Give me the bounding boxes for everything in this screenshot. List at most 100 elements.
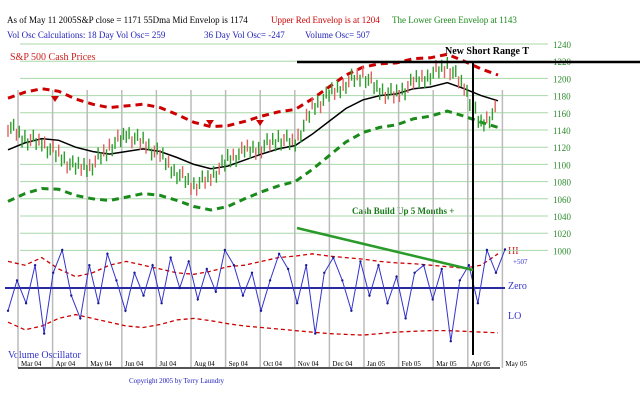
oscillator-point <box>160 302 163 305</box>
oscillator-point <box>476 302 480 305</box>
oscillator-point <box>503 248 507 251</box>
chart-title: S&P 500 Cash Prices <box>10 52 96 63</box>
summary-line: As of May 11 2005S&P close = 1171 55Dma … <box>7 15 248 25</box>
x-tick-label: Mar 04 <box>21 360 42 368</box>
oscillator-point <box>350 309 353 312</box>
y-tick-label: 1080 <box>553 178 572 188</box>
oscillator-point <box>88 264 91 267</box>
oscillator-point <box>413 271 416 274</box>
oscillator-title: Volume Oscillator <box>8 350 81 361</box>
x-tick-label: Dec 04 <box>332 360 353 368</box>
oscillator-point <box>431 298 434 301</box>
oscillator-point <box>42 332 46 335</box>
oscillator-point <box>341 279 344 282</box>
y-tick-label: 1020 <box>553 229 572 239</box>
oscillator-line <box>7 248 506 342</box>
oscillator-point <box>97 302 100 305</box>
y-tick-label: 1040 <box>553 212 572 222</box>
oscillator-point <box>79 317 82 320</box>
oscillator-point <box>386 302 389 305</box>
oscillator-point <box>51 271 55 274</box>
lo-band-line <box>7 313 499 336</box>
annotation-short-range: New Short Range T <box>445 46 529 57</box>
hi-label: HI <box>508 246 519 257</box>
x-tick-label: Nov 04 <box>298 360 319 368</box>
oscillator-point <box>286 267 290 271</box>
oscillator-point <box>305 264 308 267</box>
sell-marker-icon <box>206 120 214 126</box>
upper-envelope-text: Upper Red Envelop is at 1204 <box>271 15 380 25</box>
x-tick-label: Aug 04 <box>194 360 215 368</box>
oscillator-point <box>6 309 10 312</box>
oscillator-point <box>151 264 154 267</box>
oscillator-point <box>142 294 145 297</box>
vol-osc-36: 36 Day Vol Osc= -247 <box>204 30 285 40</box>
x-tick-label: May 05 <box>505 360 527 368</box>
x-tick-label: Mar 05 <box>436 360 457 368</box>
oscillator-point <box>422 264 425 267</box>
oscillator-point <box>277 252 281 255</box>
y-tick-label: 1240 <box>553 40 572 50</box>
oscillator-point <box>70 294 73 297</box>
lower-envelope-text: The Lower Green Envelop at 1143 <box>392 15 517 25</box>
oscillator-point <box>61 248 64 252</box>
oscillator-point <box>205 267 208 271</box>
oscillator-point <box>368 294 371 297</box>
oscillator-point <box>169 256 172 259</box>
x-tick-label: May 04 <box>90 360 112 368</box>
y-tick-label: 1180 <box>553 92 571 102</box>
oscillator-point <box>24 302 28 305</box>
y-tick-label: 1140 <box>553 126 571 136</box>
oscillator-point <box>33 264 37 267</box>
upper-envelope-line <box>7 52 499 129</box>
oscillator-point <box>314 332 317 335</box>
y-tick-label: 1100 <box>553 160 571 170</box>
y-tick-label: 1120 <box>553 143 571 153</box>
lo-label: LO <box>508 311 522 322</box>
x-tick-label: Jan 05 <box>367 360 386 368</box>
oscillator-point <box>332 256 335 259</box>
x-tick-label: Apr 04 <box>56 360 76 368</box>
oscillator-point <box>115 279 118 282</box>
sell-marker-icon <box>256 120 264 126</box>
oscillator-point <box>494 271 498 274</box>
y-tick-label: 1060 <box>553 195 572 205</box>
oscillator-point <box>232 264 236 267</box>
oscillator-point <box>178 286 181 290</box>
oscillator-point <box>295 302 299 305</box>
oscillator-point <box>223 248 227 252</box>
oscillator-point <box>15 279 19 282</box>
x-tick-label: Jul 04 <box>159 360 176 368</box>
x-tick-label: Sep 04 <box>229 360 249 368</box>
x-tick-label: Oct 04 <box>263 360 282 368</box>
vol-osc-value: Volume Osc= 507 <box>305 30 370 40</box>
oscillator-point <box>241 294 245 297</box>
oscillator-point <box>458 279 462 282</box>
mid-envelope-line <box>7 81 499 170</box>
zero-label: Zero <box>508 281 527 292</box>
osc-last-value: +507 <box>513 258 528 266</box>
oscillator-point <box>106 252 109 255</box>
oscillator-point <box>395 275 398 278</box>
oscillator-point <box>404 317 407 320</box>
annotation-cash-buildup: Cash Build Up 5 Months + <box>352 206 455 216</box>
vol-osc-18: Vol Osc Calculations: 18 Day Vol Osc= 25… <box>7 30 166 40</box>
sell-marker-icon <box>51 96 59 102</box>
x-tick-label: Jun 04 <box>125 360 144 368</box>
y-tick-label: 1200 <box>553 74 572 84</box>
oscillator-point <box>449 340 452 343</box>
oscillator-point <box>124 309 127 312</box>
y-tick-label: 1160 <box>553 109 571 119</box>
oscillator-point <box>250 271 254 274</box>
x-tick-label: Apr 05 <box>471 360 491 368</box>
lower-envelope-line <box>7 109 499 212</box>
oscillator-point <box>187 260 190 263</box>
oscillator-point <box>440 267 443 271</box>
oscillator-point <box>133 271 136 274</box>
hi-band-line <box>7 253 499 278</box>
oscillator-point <box>359 260 362 263</box>
oscillator-point <box>214 290 218 293</box>
oscillator-point <box>467 264 471 267</box>
oscillator-point <box>323 271 326 274</box>
